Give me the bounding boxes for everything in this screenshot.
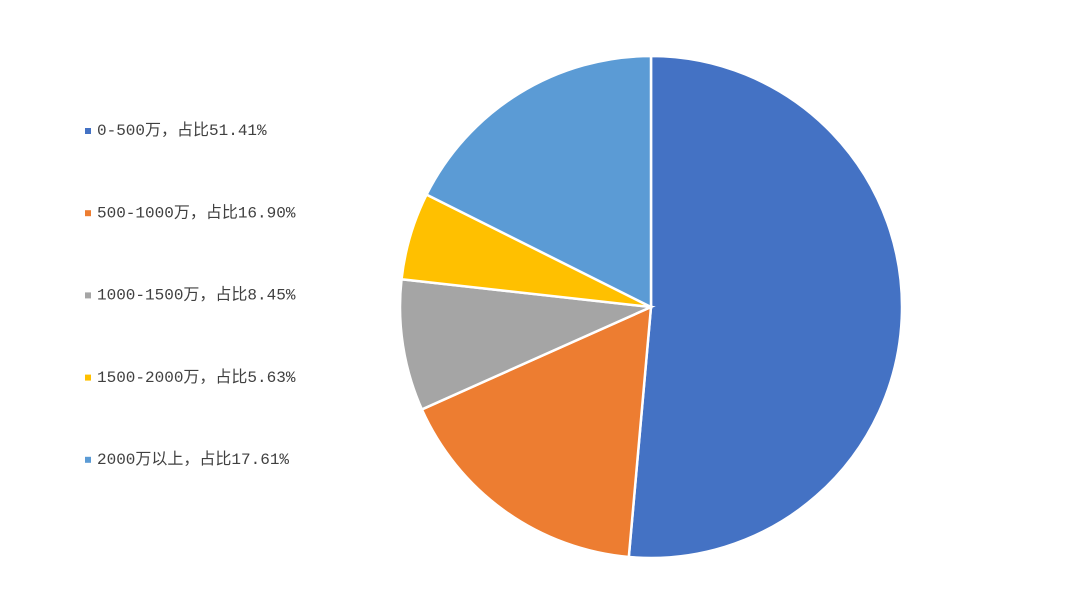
pie-slice — [627, 54, 904, 560]
legend-swatch — [85, 210, 91, 217]
legend-swatch — [85, 374, 91, 381]
pie-slice — [424, 54, 653, 310]
legend-swatch — [85, 128, 91, 134]
legend-label: 1500-2000万，占比5.63% — [97, 368, 296, 387]
pie-slice — [398, 277, 656, 412]
legend-label: 2000万以上，占比17.61% — [97, 450, 289, 469]
legend-swatch — [85, 456, 91, 463]
legend-label: 1000-1500万，占比8.45% — [97, 286, 296, 305]
legend-label: 500-1000万，占比16.90% — [97, 203, 296, 222]
legend-swatch — [85, 292, 91, 299]
legend-label: 0-500万，占比51.41% — [97, 121, 267, 140]
pie-slice — [420, 304, 653, 559]
